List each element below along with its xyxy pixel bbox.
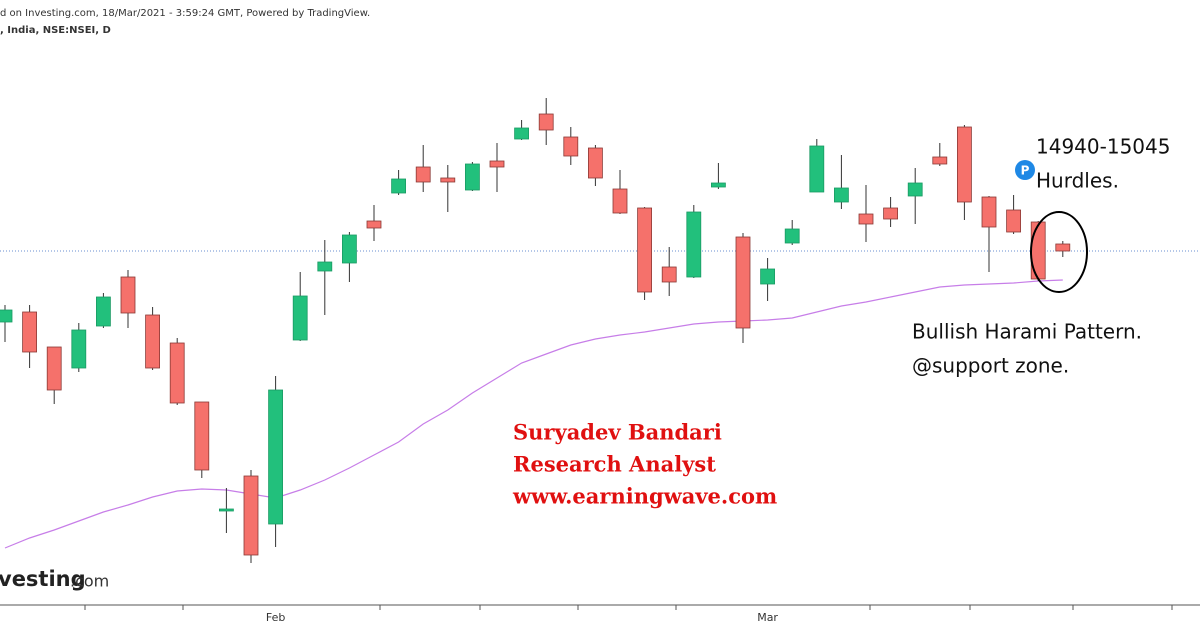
candle-body	[1006, 209, 1021, 233]
candle-body	[612, 188, 628, 214]
candle-body	[22, 311, 38, 353]
badge	[1015, 160, 1035, 180]
credit: Research Analyst	[513, 452, 716, 477]
candle-body	[834, 187, 849, 203]
highlight-circle	[1030, 211, 1088, 293]
credit: www.earningwave.com	[512, 484, 777, 509]
candle-body	[637, 207, 652, 293]
candle-body	[760, 268, 775, 285]
candle-body	[46, 346, 62, 391]
candle-body	[120, 276, 136, 314]
candle-body	[957, 126, 972, 203]
candle-body	[538, 113, 554, 131]
candle-body	[218, 508, 234, 512]
candle-body	[145, 314, 161, 369]
annotation: @support zone.	[912, 354, 1069, 378]
x-tick-label: Mar	[757, 611, 778, 624]
header-symbol: , India, NSE:NSEI, D	[0, 25, 111, 36]
candle-body	[907, 182, 923, 197]
credit: Suryadev Bandari	[513, 420, 722, 445]
candle-body	[391, 178, 407, 194]
candle-body	[440, 177, 456, 183]
candle-body	[317, 261, 333, 272]
candle-body	[71, 329, 87, 369]
candle-body	[1055, 243, 1071, 252]
candle-body	[883, 207, 898, 220]
candle-body	[464, 163, 480, 191]
annotation: Bullish Harami Pattern.	[912, 320, 1142, 344]
candle-body	[169, 342, 185, 404]
annotation: 14940-15045	[1036, 135, 1170, 159]
candle-body	[981, 196, 997, 228]
annotation: Hurdles.	[1036, 169, 1119, 193]
watermark-suffix: .com	[70, 572, 109, 591]
candle-body	[563, 136, 579, 157]
candle-body	[268, 389, 284, 525]
header-source: d on Investing.com, 18/Mar/2021 - 3:59:2…	[0, 8, 370, 19]
candle-body	[489, 160, 505, 168]
x-ticks	[84, 605, 1173, 610]
candle-body	[292, 295, 308, 341]
candle-body	[243, 475, 259, 556]
candle-body	[735, 236, 751, 329]
candle-body	[711, 182, 726, 188]
candle-body	[341, 234, 357, 264]
candle-body	[588, 147, 603, 179]
candle-body	[686, 211, 702, 278]
candle-body	[366, 220, 382, 229]
candle-body	[784, 228, 800, 244]
candle-body	[514, 127, 529, 140]
x-tick-label: Feb	[266, 611, 285, 624]
candle-body	[661, 266, 677, 283]
badge-label: P	[1021, 164, 1030, 178]
candle-body	[415, 166, 431, 183]
candle-body	[96, 296, 111, 327]
candle-body	[932, 156, 948, 165]
moving-average	[4, 279, 1063, 549]
candle-body	[809, 145, 825, 193]
candle-body	[194, 401, 210, 471]
watermark: vesting	[0, 567, 86, 591]
candle-body	[858, 213, 874, 225]
candle-body	[0, 309, 13, 323]
